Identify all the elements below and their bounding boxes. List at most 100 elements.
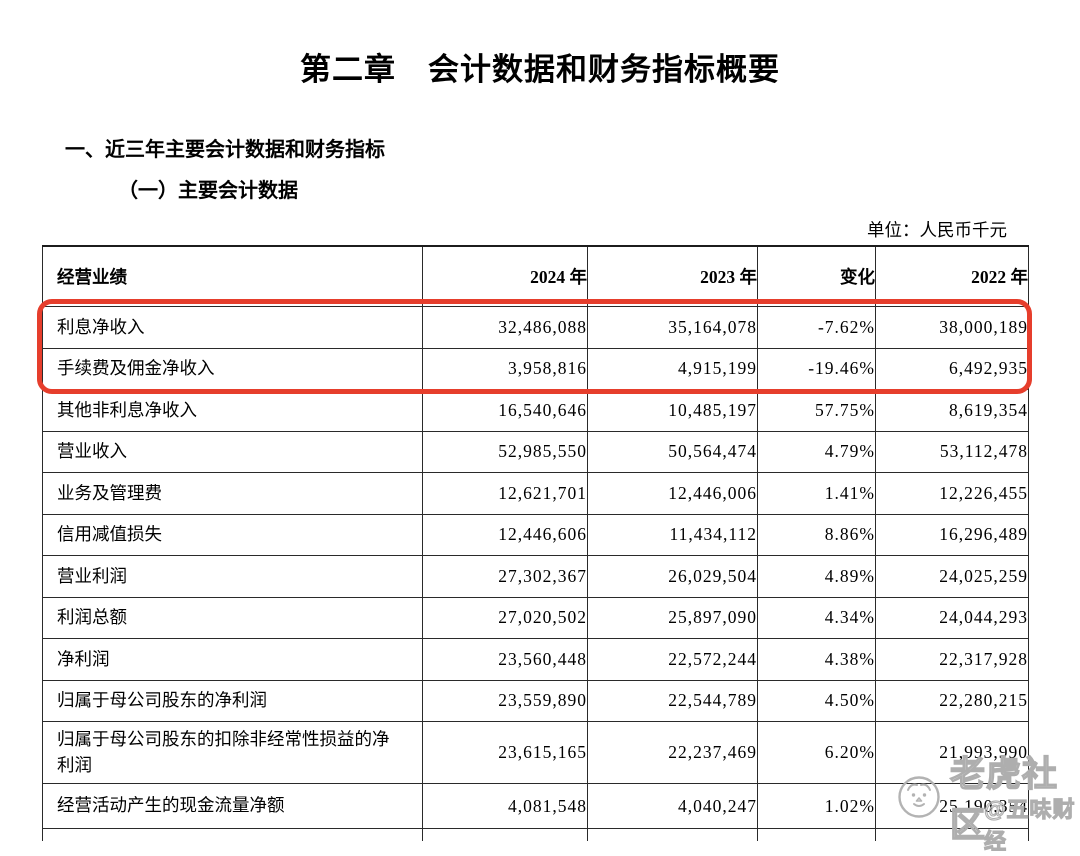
value-cell: 16,540,646 [422,389,588,432]
table-row: 其他非利息净收入 16,540,646 10,485,197 57.75% 8,619,… [42,389,1029,432]
empty-cell [587,828,758,841]
value-cell: 23,559,890 [422,679,588,722]
value-cell: 8,619,354 [875,389,1029,432]
value-cell: 25,897,090 [587,596,758,639]
value-cell: 4.79% [757,430,876,473]
row-label: 净利润 [57,648,110,669]
value-cell: 12,446,006 [587,472,758,515]
unit-note: 单位：人民币千元 [867,220,1007,240]
empty-cell [757,828,876,841]
table-row: 业务及管理费 12,621,701 12,446,006 1.41% 12,226,45… [42,472,1029,515]
col-header-2022: 2022 年 [875,245,1029,307]
value-cell: 57.75% [757,389,876,432]
col-header-operating-results: 经营业绩 [42,245,423,307]
value-cell: -19.46% [757,347,876,390]
table-row: 归属于母公司股东的扣除非经常性损益的净利润 23,615,165 22,237,46… [42,721,1029,784]
chapter-title: 第二章 会计数据和财务指标概要 [300,52,780,87]
value-cell: 27,020,502 [422,596,588,639]
value-cell: 11,434,112 [587,513,758,556]
row-label: 信用减值损失 [57,524,162,545]
row-label-cell: 信用减值损失 [42,513,423,556]
value-cell: 12,446,606 [422,513,588,556]
value-cell: 50,564,474 [587,430,758,473]
value-cell: 12,226,455 [875,472,1029,515]
row-label-cell: 归属于母公司股东的扣除非经常性损益的净利润 [42,721,423,784]
row-label-cell: 利息净收入 [42,306,423,349]
value-cell: 1.02% [757,783,876,829]
value-cell: 6.20% [757,721,876,784]
row-label-cell: 营业利润 [42,555,423,598]
row-label-cell: 归属于母公司股东的净利润 [42,679,423,722]
value-cell: 22,544,789 [587,679,758,722]
value-cell: 38,000,189 [875,306,1029,349]
table-row: 信用减值损失 12,446,606 11,434,112 8.86% 16,296,48… [42,513,1029,556]
value-cell: 22,237,469 [587,721,758,784]
value-cell: 53,112,478 [875,430,1029,473]
value-cell: 32,486,088 [422,306,588,349]
table-row: 归属于母公司股东的净利润 23,559,890 22,544,789 4.50% 22,… [42,679,1029,722]
col-header-change: 变化 [757,245,876,307]
empty-cell [42,828,423,841]
row-label: 业务及管理费 [57,482,162,503]
value-cell: 12,621,701 [422,472,588,515]
empty-cell [422,828,588,841]
value-cell: 35,164,078 [587,306,758,349]
table-row: 营业收入 52,985,550 50,564,474 4.79% 53,112,478 [42,430,1029,473]
row-label-cell: 业务及管理费 [42,472,423,515]
value-cell: 24,025,259 [875,555,1029,598]
value-cell: 1.41% [757,472,876,515]
row-label: 归属于母公司股东的净利润 [57,690,267,711]
table-row: 净利润 23,560,448 22,572,244 4.38% 22,317,928 [42,638,1029,681]
value-cell: 4.50% [757,679,876,722]
row-label: 利息净收入 [57,316,145,337]
value-cell: 22,317,928 [875,638,1029,681]
table-row: 经营活动产生的现金流量净额 4,081,548 4,040,247 1.02% 25,1… [42,783,1029,829]
table-row-clipped [42,828,1029,841]
col-header-2024: 2024 年 [422,245,588,307]
empty-cell [875,828,1029,841]
table-row: 营业利润 27,302,367 26,029,504 4.89% 24,025,259 [42,555,1029,598]
financial-data-table: 经营业绩 2024 年 2023 年 变化 2022 年 利息净收入 32,486… [42,245,1029,841]
row-label-cell: 营业收入 [42,430,423,473]
value-cell: 4,081,548 [422,783,588,829]
table-row: 利润总额 27,020,502 25,897,090 4.34% 24,044,293 [42,596,1029,639]
value-cell: 10,485,197 [587,389,758,432]
value-cell: 8.86% [757,513,876,556]
row-label: 手续费及佣金净收入 [57,358,215,379]
row-label: 利润总额 [57,607,127,628]
value-cell: 4.38% [757,638,876,681]
value-cell: 26,029,504 [587,555,758,598]
subsection-heading: （一）主要会计数据 [118,180,298,202]
value-cell: 4.89% [757,555,876,598]
row-label-cell: 手续费及佣金净收入 [42,347,423,390]
row-label-cell: 经营活动产生的现金流量净额 [42,783,423,829]
row-label-cell: 净利润 [42,638,423,681]
row-label: 其他非利息净收入 [57,399,197,420]
value-cell: 23,615,165 [422,721,588,784]
row-label: 营业利润 [57,565,127,586]
table-row: 利息净收入 32,486,088 35,164,078 -7.62% 38,000,18… [42,306,1029,349]
value-cell: 6,492,935 [875,347,1029,390]
value-cell: 4.34% [757,596,876,639]
value-cell: 22,572,244 [587,638,758,681]
row-label-cell: 利润总额 [42,596,423,639]
table-row: 手续费及佣金净收入 3,958,816 4,915,199 -19.46% 6,492,… [42,347,1029,390]
value-cell: 4,040,247 [587,783,758,829]
report-page: 第二章 会计数据和财务指标概要 一、近三年主要会计数据和财务指标 （一）主要会计… [37,52,1076,855]
value-cell: 25,190,354 [875,783,1029,829]
value-cell: 52,985,550 [422,430,588,473]
row-label: 营业收入 [57,441,127,462]
value-cell: 16,296,489 [875,513,1029,556]
row-label-cell: 其他非利息净收入 [42,389,423,432]
table-header-row: 经营业绩 2024 年 2023 年 变化 2022 年 [42,245,1029,307]
value-cell: 21,993,990 [875,721,1029,784]
row-label: 经营活动产生的现金流量净额 [57,795,285,816]
value-cell: 3,958,816 [422,347,588,390]
value-cell: 24,044,293 [875,596,1029,639]
value-cell: -7.62% [757,306,876,349]
value-cell: 22,280,215 [875,679,1029,722]
value-cell: 27,302,367 [422,555,588,598]
row-label: 归属于母公司股东的扣除非经常性损益的净利润 [57,729,390,775]
col-header-2023: 2023 年 [587,245,758,307]
value-cell: 23,560,448 [422,638,588,681]
